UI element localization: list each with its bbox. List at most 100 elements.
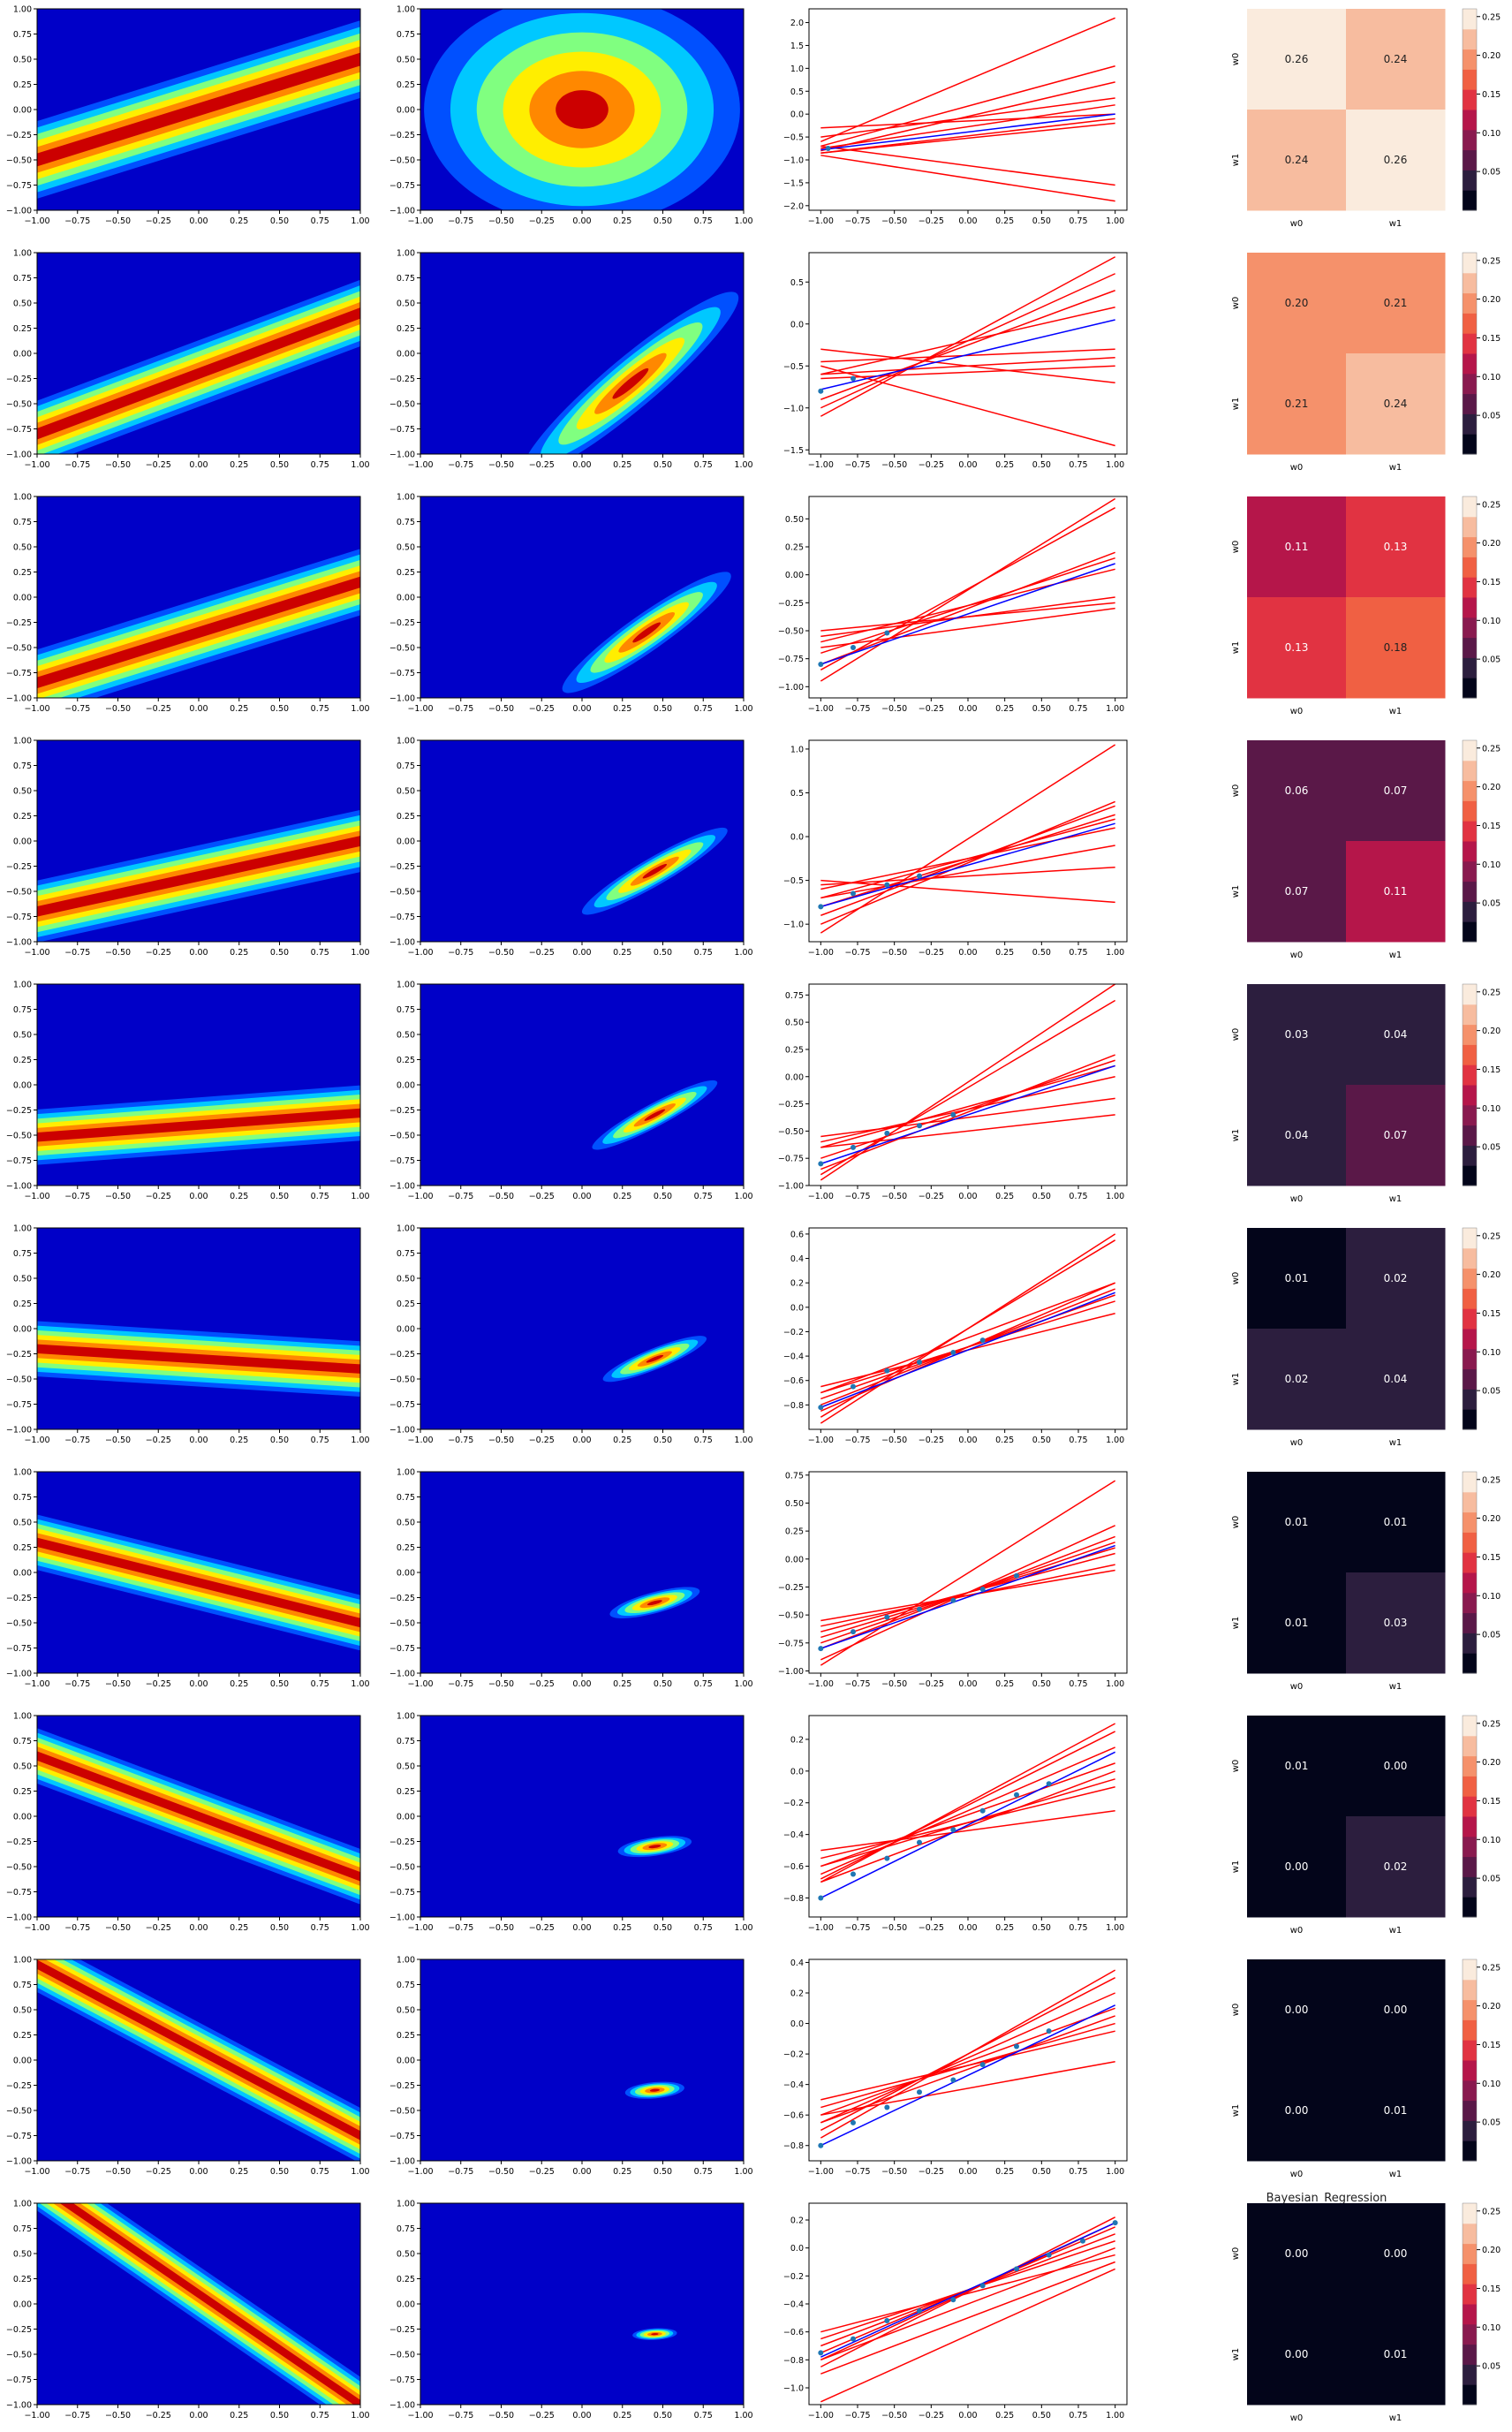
likelihood-ytick-label: 0.25 <box>13 1787 32 1797</box>
likelihood-xtick-label: −0.25 <box>146 460 171 470</box>
likelihood-xtick-label: −0.50 <box>105 948 131 958</box>
heatmap-value: 0.04 <box>1384 1373 1408 1385</box>
sample-line <box>820 1064 1115 1148</box>
likelihood-xtick-label: 0.25 <box>230 1436 248 1445</box>
likelihood-xtick-label: 0.00 <box>189 1923 208 1933</box>
posterior-ytick-label: 0.00 <box>397 1813 415 1822</box>
likelihood-xtick-label: −1.00 <box>24 216 49 226</box>
posterior-ytick-label: 0.50 <box>397 299 415 309</box>
colorbar-segment <box>1463 69 1477 90</box>
data-point <box>917 1606 922 1612</box>
data-point <box>979 2283 986 2289</box>
heatmap-x-label: w1 <box>1389 463 1402 473</box>
likelihood-xtick-label: 0.75 <box>311 2411 329 2421</box>
likelihood-ytick-label: 0.00 <box>13 350 32 360</box>
colorbar-segment <box>1463 617 1477 639</box>
heatmap-x-label: w1 <box>1389 219 1402 229</box>
heatmap-value: 0.13 <box>1285 641 1309 654</box>
line-plot-ytick-label: 0.5 <box>790 278 804 288</box>
colorbar-tick-label: 0.10 <box>1482 1836 1501 1845</box>
posterior-ytick-label: −1.00 <box>389 1182 415 1192</box>
posterior-ytick-label: −0.25 <box>389 1106 415 1116</box>
posterior-xtick-label: −0.75 <box>448 948 473 958</box>
colorbar-segment <box>1463 1592 1477 1614</box>
colorbar-tick-label: 0.20 <box>1482 51 1501 61</box>
line-plot-xtick-label: 0.25 <box>995 704 1014 714</box>
colorbar-segment <box>1463 678 1477 699</box>
heatmap-y-label: w0 <box>1231 53 1241 66</box>
sample-line <box>820 1097 1115 1138</box>
covariance-heatmap: 0.01 0.02 0.02 0.04 w0 w0 w1 w1 <box>1231 1228 1446 1448</box>
posterior-ytick-label: 0.50 <box>397 1762 415 1772</box>
line-plot-xtick-label: −0.50 <box>881 1192 907 1201</box>
posterior-xtick-label: 0.25 <box>613 1679 631 1689</box>
colorbar-tick-label: 0.20 <box>1482 1758 1501 1768</box>
colorbar-tick-label: 0.05 <box>1482 168 1501 178</box>
colorbar-segment <box>1463 1329 1477 1350</box>
sample-line <box>820 256 1116 417</box>
heatmap-x-label: w0 <box>1290 1438 1304 1448</box>
data-point <box>950 1597 956 1603</box>
colorbar-tick-label: 0.10 <box>1482 617 1501 626</box>
posterior-subplot: −1.00 −0.75 −0.50 −0.25 0.00 0.25 0.50 0.75 1.00… <box>389 737 753 958</box>
sample-line <box>820 1480 1116 1666</box>
data-point <box>884 1855 890 1861</box>
line-plot-ytick-label: −0.8 <box>783 2141 804 2151</box>
posterior-ytick-label: 0.75 <box>397 1737 415 1746</box>
colorbar-segment <box>1463 1145 1477 1166</box>
likelihood-contours <box>37 1472 360 1673</box>
figure-title: Bayesian_Regression <box>1266 2192 1387 2205</box>
sample-line <box>820 1746 1115 1875</box>
contour-band <box>37 1537 360 1628</box>
likelihood-xtick-label: −0.50 <box>105 1923 131 1933</box>
likelihood-ytick-label: 0.00 <box>13 106 32 116</box>
likelihood-ytick-label: 0.75 <box>13 1493 32 1503</box>
heatmap-x-label: w0 <box>1290 1194 1304 1204</box>
posterior-ytick-label: 0.75 <box>397 761 415 771</box>
heatmap-cell <box>1247 253 1347 354</box>
colorbar-segment <box>1463 597 1477 618</box>
posterior-ytick-label: 1.00 <box>397 737 415 746</box>
colorbar-segment <box>1463 49 1477 70</box>
line-plot-xtick-label: 0.50 <box>1032 2411 1051 2421</box>
data-point <box>979 1337 986 1344</box>
heatmap-cell <box>1247 984 1347 1086</box>
sample-line <box>820 307 1115 375</box>
contour-level <box>651 2333 659 2336</box>
line-plot-xtick-label: 0.50 <box>1032 216 1051 226</box>
line-plot-xtick-label: 0.50 <box>1032 1192 1051 1201</box>
mean-line <box>820 1292 1115 1408</box>
likelihood-ytick-label: −0.50 <box>6 2107 32 2117</box>
colorbar-segment <box>1463 434 1477 455</box>
posterior-ytick-label: −0.25 <box>389 2081 415 2091</box>
likelihood-ytick-label: 0.00 <box>13 837 32 847</box>
line-plot-xtick-label: −1.00 <box>808 1192 834 1201</box>
line-plot-xtick-label: 0.50 <box>1032 1923 1051 1933</box>
heatmap-cell <box>1247 1228 1347 1330</box>
line-plot-ytick-label: 1.0 <box>790 64 804 74</box>
heatmap-cell <box>1346 1816 1446 1918</box>
posterior-xtick-label: −0.25 <box>529 1923 555 1933</box>
posterior-ytick-label: 0.50 <box>397 1031 415 1041</box>
line-plot-xtick-label: 0.75 <box>1069 704 1087 714</box>
data-point <box>850 1629 856 1635</box>
colorbar-segment <box>1463 1491 1477 1513</box>
heatmap-y-label: w1 <box>1231 398 1241 411</box>
line-plot-ytick-label: −1.5 <box>783 178 804 188</box>
likelihood-ytick-label: 0.75 <box>13 1249 32 1259</box>
heatmap-value: 0.26 <box>1285 53 1309 65</box>
likelihood-ytick-label: 0.25 <box>13 1299 32 1309</box>
colorbar-tick-label: 0.15 <box>1482 1797 1501 1807</box>
line-plot-ytick-label: 0.0 <box>790 2019 804 2029</box>
likelihood-subplot: −1.00 −0.75 −0.50 −0.25 0.00 0.25 0.50 0.75 1.00… <box>6 981 370 1202</box>
colorbar-segment <box>1463 1165 1477 1186</box>
posterior-ytick-label: 0.75 <box>397 518 415 527</box>
line-plot-ytick-label: −0.2 <box>783 2050 804 2060</box>
sample-line <box>820 290 1115 400</box>
likelihood-ytick-label: −0.25 <box>6 2325 32 2335</box>
likelihood-xtick-label: −0.50 <box>105 216 131 226</box>
line-plot-ytick-label: 0.25 <box>785 543 804 553</box>
line-plot-xtick-label: 0.00 <box>958 216 977 226</box>
likelihood-xtick-label: 1.00 <box>351 1679 369 1689</box>
posterior-contours <box>420 253 744 454</box>
